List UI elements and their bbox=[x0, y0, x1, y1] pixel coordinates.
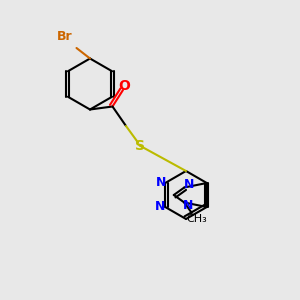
Text: N: N bbox=[184, 178, 194, 191]
Text: N: N bbox=[155, 176, 166, 190]
Text: O: O bbox=[118, 79, 130, 92]
Text: Br: Br bbox=[56, 31, 72, 44]
Text: CH₃: CH₃ bbox=[186, 214, 207, 224]
Text: S: S bbox=[134, 139, 145, 152]
Text: N: N bbox=[183, 199, 193, 212]
Text: N: N bbox=[154, 200, 165, 214]
